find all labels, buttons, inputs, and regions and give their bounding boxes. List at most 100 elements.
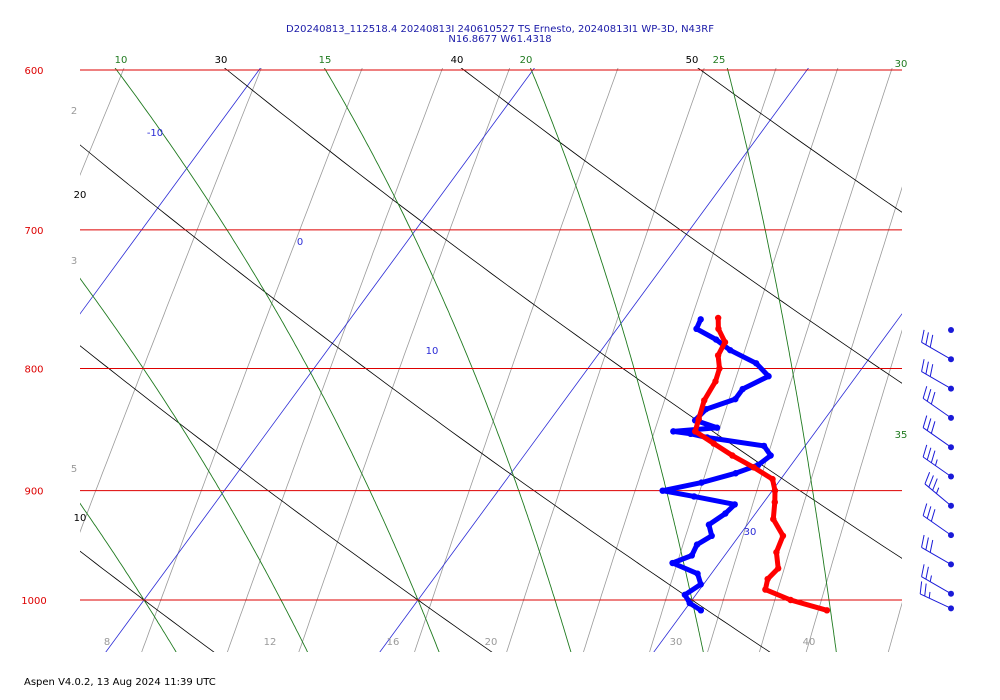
dewpoint-profile-point (681, 591, 689, 598)
wind-barb-flag (930, 421, 936, 434)
temperature-profile-point (721, 339, 729, 346)
wind-barb-half-flag (929, 575, 932, 582)
temperature-profile-point (779, 532, 787, 540)
dewpoint-profile-point (752, 360, 760, 367)
mixing-ratio-label: 12 (264, 637, 277, 648)
wind-barb-flag (929, 364, 934, 377)
mixing-ratio-line (506, 68, 705, 652)
wind-barb-staff (922, 456, 952, 477)
dry-adiabat-label: 30 (215, 55, 228, 66)
wind-barb-flag (922, 503, 928, 516)
dry-adiabat-label: 10 (74, 513, 87, 524)
dewpoint-profile-point (693, 541, 701, 548)
mixing-ratio-line (414, 68, 619, 652)
temperature-profile-point (701, 397, 708, 404)
dewpoint-profile-point (669, 559, 676, 567)
moist-adiabat-label: 10 (115, 55, 128, 66)
temperature-profile-point (715, 325, 722, 333)
dry-adiabat-line (913, 53, 1000, 661)
chart-subtitle: N16.8677 W61.4318 (448, 34, 552, 45)
dewpoint-profile-point (705, 521, 713, 528)
dry-adiabat-line (697, 68, 902, 213)
mixing-ratio-line (887, 602, 902, 652)
dewpoint-profile-point (690, 493, 698, 500)
temperature-profile-point (714, 314, 722, 322)
wind-barb-flag (921, 564, 925, 577)
temperature-profile-point (771, 498, 778, 506)
wind-barb (922, 444, 954, 480)
isotherm-line (915, 35, 1000, 670)
mixing-ratio-line (80, 68, 262, 533)
mixing-ratio-label: 30 (670, 637, 683, 648)
temperature-profile-point (716, 365, 723, 372)
wind-barb-staff (922, 427, 952, 448)
wind-barb-staff (921, 546, 952, 565)
mixing-ratio-line (80, 68, 125, 177)
dewpoint-profile-point (760, 442, 768, 450)
mixing-ratio-label: 2 (71, 106, 77, 117)
wind-barb-flag (919, 581, 923, 595)
isobar-label: 900 (24, 487, 43, 498)
wind-barb (922, 386, 954, 421)
mixing-ratio-label: 20 (485, 637, 498, 648)
wind-barb-staff (924, 483, 952, 507)
dewpoint-profile-point (697, 607, 705, 614)
mixing-ratio-label: 5 (71, 464, 77, 475)
mixing-ratio-label: 3 (71, 256, 77, 267)
wind-barb-flag (925, 566, 929, 580)
dewpoint-profile-point (731, 501, 738, 508)
wind-barb-half-flag (935, 487, 940, 494)
isotherm-line (105, 68, 535, 652)
wind-barb-staff (922, 397, 952, 419)
wind-barb-staff (919, 593, 952, 609)
moist-adiabat-line (911, 53, 971, 661)
moist-adiabat-line (0, 53, 50, 661)
wind-barb-flag (930, 509, 936, 522)
wind-barb-flag (929, 539, 934, 553)
dewpoint-profile-point (670, 428, 677, 435)
dewpoint-profile-point (767, 452, 774, 459)
temperature-profile-point (710, 440, 717, 447)
temperature-profile-point (769, 475, 776, 483)
isobar-label: 800 (24, 364, 43, 375)
wind-barb (921, 329, 954, 363)
wind-barb (919, 581, 954, 612)
moist-adiabat-line (726, 68, 837, 652)
software-footer: Aspen V4.0.2, 13 Aug 2024 11:39 UTC (24, 677, 216, 688)
wind-barb-flag (926, 388, 932, 402)
wind-barb-half-flag (928, 591, 931, 599)
dry-adiabat-label: 40 (451, 55, 464, 66)
moist-adiabat-label: 30 (895, 59, 908, 70)
moist-adiabat-line (80, 502, 177, 652)
temperature-profile-point (729, 452, 736, 459)
temperature-profile-point (714, 352, 722, 359)
isotherm-line (379, 68, 809, 652)
isotherm-label: 30 (744, 527, 757, 538)
dry-adiabat-line (80, 550, 215, 652)
isotherm-line (653, 313, 902, 652)
temperature-profile-point (823, 607, 831, 614)
dewpoint-profile-point (722, 510, 729, 517)
mixing-ratio-line (226, 68, 443, 652)
wind-barb-flag (922, 415, 928, 428)
moist-adiabat-line (114, 68, 440, 652)
isobar-label: 600 (24, 66, 43, 77)
wind-barb-flag (925, 332, 929, 345)
wind-barb (921, 564, 954, 597)
wind-barb-flag (926, 506, 932, 519)
isotherm-line (0, 35, 11, 670)
wind-barb-staff (921, 371, 952, 390)
temperature-profile-point (750, 464, 757, 471)
temperature-profile-point (762, 586, 769, 593)
isotherm-label: 10 (426, 346, 439, 357)
dewpoint-profile-point (713, 424, 721, 431)
isotherm-line (80, 68, 261, 315)
moist-adiabat-label: 25 (713, 55, 726, 66)
wind-barb-half-flag (934, 459, 938, 466)
temperature-profile-point (770, 515, 777, 523)
dry-adiabat-label: 50 (686, 55, 699, 66)
temperature-profile-point (712, 378, 719, 385)
wind-barb (921, 359, 954, 392)
wind-barb-flag (921, 359, 925, 372)
